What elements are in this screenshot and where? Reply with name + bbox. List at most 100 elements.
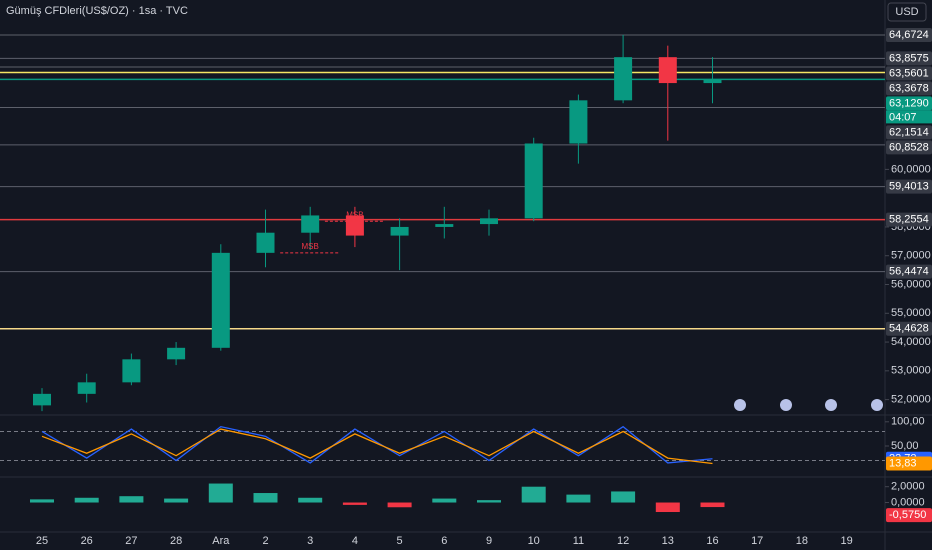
candle-body (658, 57, 677, 84)
level-label-box (886, 321, 932, 336)
level-label: 62,1514 (889, 126, 929, 138)
y-tick-label: 0,0000 (891, 496, 925, 508)
x-tick-label: 19 (840, 535, 852, 547)
candle-body (77, 382, 96, 394)
x-tick-label: 4 (352, 535, 358, 547)
candle-body (703, 79, 722, 84)
histogram-bar (208, 483, 233, 503)
candle-body (614, 57, 633, 101)
histogram-bar (119, 496, 144, 503)
y-tick-label: 52,0000 (891, 394, 931, 406)
level-label: 60,8528 (889, 141, 929, 153)
y-tick-label: 50,00 (891, 440, 919, 452)
x-tick-label: 11 (573, 535, 584, 547)
x-tick-label: 16 (706, 535, 718, 547)
level-label: 63,8575 (889, 52, 929, 64)
event-icon[interactable] (871, 399, 883, 411)
level-label-box (886, 179, 932, 194)
level-label: 56,4474 (889, 266, 929, 278)
level-label: 59,4013 (889, 181, 929, 193)
candle-body (256, 232, 275, 253)
oscillator-line (41, 428, 713, 465)
histogram-bar (521, 486, 546, 503)
x-tick-label: 17 (751, 535, 763, 547)
x-tick-label: Ara (212, 535, 230, 547)
histogram-bar (655, 502, 680, 513)
histogram-bar (611, 491, 636, 503)
last-value-label: 13,83 (889, 457, 917, 469)
candle-body (33, 393, 51, 406)
level-label-box (886, 140, 932, 155)
countdown: 04:07 (889, 111, 917, 123)
last-value-label-box (886, 508, 932, 523)
candle-body (211, 252, 230, 348)
x-tick-label: 12 (617, 535, 629, 547)
level-label-box (886, 27, 932, 42)
level-label: 63,1290 (889, 97, 929, 109)
x-tick-label: 3 (307, 535, 313, 547)
x-tick-label: 2 (262, 535, 268, 547)
candle-body (390, 226, 409, 236)
x-tick-label: 13 (662, 535, 674, 547)
y-tick-label: 54,0000 (891, 336, 931, 348)
candle-body (167, 347, 186, 360)
annotation: MSB (302, 242, 319, 251)
y-tick-label: 60,0000 (891, 163, 931, 175)
histogram-bar (30, 499, 54, 503)
y-tick-label: 56,0000 (891, 278, 931, 290)
x-tick-label: 27 (125, 535, 137, 547)
event-icons (734, 399, 883, 411)
level-label: 54,4628 (889, 323, 929, 335)
x-tick-label: 25 (36, 535, 48, 547)
currency[interactable]: USD (895, 6, 918, 18)
histogram-bar (700, 502, 725, 508)
currency-button[interactable] (887, 2, 927, 22)
level-label-box (886, 66, 932, 81)
level-label-box (886, 81, 932, 96)
y-tick-label: 57,0000 (891, 250, 931, 262)
y-tick-label: 53,0000 (891, 365, 931, 377)
x-tick-label: 18 (796, 535, 808, 547)
histogram-bar (253, 493, 278, 503)
level-label: 63,3678 (889, 82, 929, 94)
level-label-box (886, 96, 932, 111)
candle-body (480, 218, 498, 225)
candle-body (435, 224, 454, 227)
x-tick-label: 9 (486, 535, 492, 547)
level-label-box (886, 125, 932, 140)
level-label-box (886, 212, 932, 227)
last-value-label: -0,5750 (889, 509, 926, 521)
level-label: 63,5601 (889, 67, 929, 79)
y-tick-label: 100,00 (891, 416, 925, 428)
histogram-bar (432, 498, 457, 503)
candle-body (301, 215, 320, 233)
candle-body (122, 359, 141, 383)
last-value-label-box (886, 456, 932, 471)
histogram-bar (342, 502, 367, 505)
y-tick-label: 55,0000 (891, 307, 931, 319)
histogram-bar (74, 497, 99, 503)
level-label: 64,6724 (889, 29, 929, 41)
annotation: MSB (346, 210, 363, 219)
histogram-bar (477, 500, 501, 503)
chart-title: Gümüş CFDleri(US$/OZ) · 1sa · TVC (6, 5, 188, 17)
candle-body (345, 215, 364, 236)
histogram-bar (566, 494, 591, 503)
countdown-box (886, 110, 932, 124)
y-tick-label: 2,0000 (891, 481, 925, 493)
event-icon[interactable] (825, 399, 837, 411)
level-label: 58,2554 (889, 214, 929, 226)
candle-body (524, 143, 543, 219)
x-tick-label: 26 (81, 535, 93, 547)
level-label-box (886, 51, 932, 66)
candle-body (569, 100, 588, 144)
event-icon[interactable] (780, 399, 792, 411)
x-tick-label: 28 (170, 535, 182, 547)
x-tick-label: 6 (441, 535, 447, 547)
x-tick-label: 5 (397, 535, 403, 547)
histogram-bar (298, 497, 323, 503)
event-icon[interactable] (734, 399, 746, 411)
histogram-bar (387, 502, 412, 508)
